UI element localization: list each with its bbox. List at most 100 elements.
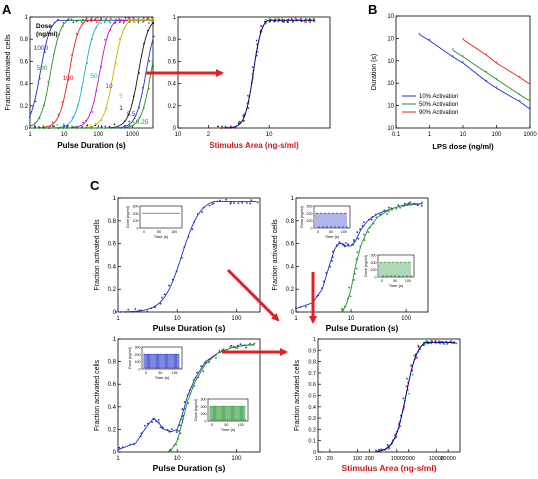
data-point	[28, 116, 31, 118]
y-tick-label: 0	[113, 310, 117, 316]
data-point	[417, 346, 420, 348]
inset-signal	[143, 353, 180, 369]
data-point	[95, 90, 97, 92]
data-point	[234, 346, 237, 349]
dose-label: 500	[37, 65, 48, 72]
data-point: *	[485, 79, 487, 85]
inset-y-tick-label: 200	[133, 212, 139, 216]
x-tick-label: 1	[28, 132, 32, 138]
data-point	[171, 278, 174, 281]
data-point	[133, 21, 136, 24]
data-point	[256, 201, 259, 204]
x-tick-label: 100	[401, 316, 412, 322]
data-point	[52, 121, 54, 123]
inset-x-tick-label: 0	[211, 423, 213, 427]
x-tick-label: 1	[116, 316, 120, 322]
y-tick-label: 0.2	[308, 427, 316, 433]
data-point	[201, 211, 204, 213]
inset-x-tick-label: 100	[172, 371, 178, 375]
data-point	[349, 295, 352, 298]
data-point	[245, 202, 248, 204]
data-point	[352, 243, 354, 246]
y-tick-label: 0.7	[308, 371, 316, 377]
data-point	[439, 343, 442, 345]
data-point	[395, 208, 398, 210]
data-point	[402, 397, 405, 400]
data-point	[33, 125, 36, 127]
data-point	[170, 428, 173, 431]
inset-x-tick-label: 0	[381, 279, 383, 283]
data-point	[133, 443, 136, 446]
data-point	[342, 244, 344, 246]
data-point	[57, 18, 59, 21]
data-point	[143, 43, 145, 45]
data-point	[63, 125, 65, 127]
inset-y-tick-label: 0	[139, 368, 141, 372]
x-tick-label: 100	[93, 132, 104, 138]
data-point	[138, 106, 140, 109]
data-point	[355, 258, 358, 260]
inset-y-tick-label: 100	[135, 360, 141, 364]
data-point	[53, 21, 56, 24]
data-point	[104, 39, 106, 41]
dose-label: 5	[119, 93, 123, 100]
dose-label: 100	[63, 75, 74, 82]
inset-y-label: Dose (ng/ml)	[364, 254, 368, 276]
data-point	[141, 87, 144, 89]
data-point	[148, 22, 150, 24]
data-point	[342, 308, 345, 311]
data-point	[281, 17, 284, 20]
inset-y-tick-label: 200	[307, 212, 313, 216]
data-point	[147, 422, 149, 425]
data-point	[80, 127, 82, 129]
x-tick-label: 100	[231, 456, 242, 462]
y-tick-label: 10	[387, 59, 394, 65]
data-point	[129, 17, 131, 20]
data-point	[363, 221, 365, 224]
data-point	[58, 33, 61, 36]
data-point	[420, 201, 423, 204]
dose-label: 10	[105, 83, 113, 90]
data-point	[335, 244, 338, 247]
data-point	[161, 296, 163, 299]
data-point: *	[529, 99, 531, 105]
y-tick-label: 10	[387, 81, 394, 87]
data-point	[416, 204, 419, 207]
data-point	[141, 18, 144, 21]
x-axis-label: Pulse Duration (s)	[57, 141, 126, 150]
data-point	[189, 389, 191, 392]
data-point	[402, 205, 405, 208]
data-point	[189, 392, 192, 395]
data-point	[127, 20, 130, 22]
data-point	[85, 17, 88, 19]
x-tick-label: 10	[174, 316, 181, 322]
data-point	[347, 297, 349, 300]
data-point	[81, 87, 83, 89]
data-point	[144, 424, 146, 427]
inset-x-tick-label: 50	[157, 230, 161, 234]
data-point	[430, 339, 433, 342]
y-tick-label: 0.4	[108, 405, 117, 411]
data-point	[103, 127, 106, 129]
y-tick-label: 0	[113, 450, 117, 456]
y-tick-label: 10	[387, 126, 394, 132]
inset-y-label: Dose (ng/ml)	[300, 205, 304, 227]
inset-x-tick-label: 100	[238, 423, 244, 427]
data-point	[386, 444, 389, 446]
data-point	[82, 121, 84, 124]
dose-label: 50	[90, 73, 98, 80]
data-point	[128, 113, 130, 115]
data-point	[76, 104, 79, 107]
data-point	[369, 226, 371, 229]
data-point	[100, 65, 103, 68]
data-point	[86, 124, 89, 127]
inset-y-tick-label: 100	[371, 268, 377, 272]
data-point	[138, 72, 140, 74]
data-point	[63, 123, 65, 125]
data-point	[356, 231, 359, 234]
data-point	[71, 54, 73, 56]
data-point	[450, 339, 453, 342]
y-tick-label: 1	[313, 337, 316, 343]
data-point	[434, 339, 437, 342]
data-point	[139, 435, 142, 438]
